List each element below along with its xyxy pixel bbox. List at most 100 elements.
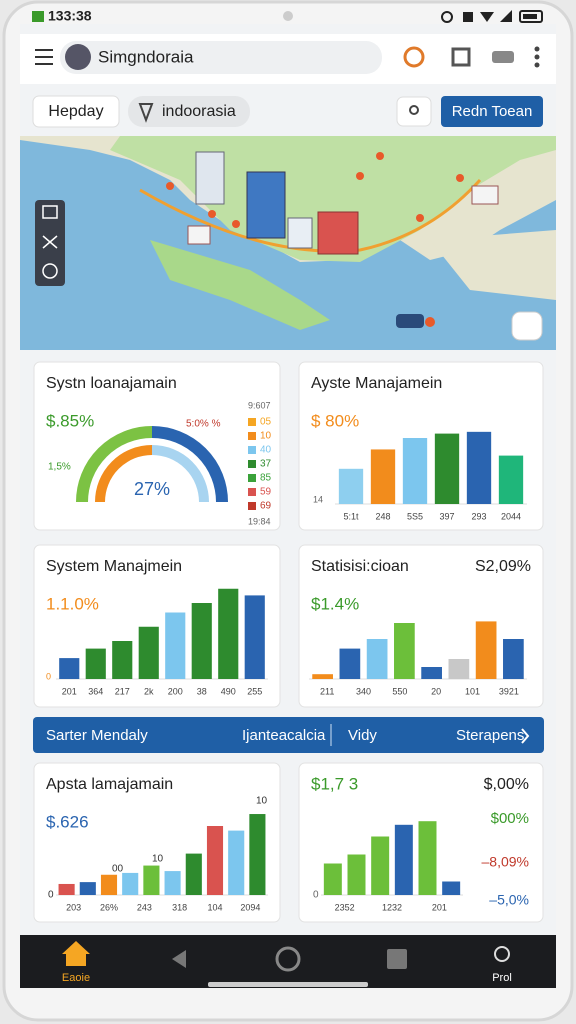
gauge-value: 27%	[134, 479, 170, 499]
banner-item[interactable]: Sarter Mendaly	[46, 727, 148, 744]
legend-swatch	[248, 488, 256, 496]
x-label: 20	[431, 686, 441, 696]
banner[interactable]	[33, 717, 544, 753]
back-button[interactable]	[172, 950, 186, 968]
x-label: 200	[168, 686, 183, 696]
banner-item[interactable]: Ijanteacalcia	[242, 727, 326, 744]
search-box[interactable]	[60, 41, 382, 74]
tab[interactable]	[32, 95, 120, 128]
legend-swatch	[248, 502, 256, 510]
x-label: 243	[137, 902, 152, 912]
legend-swatch	[248, 474, 256, 482]
x-label: 364	[88, 686, 103, 696]
card-note: 14	[313, 494, 323, 504]
x-label: 201	[432, 902, 447, 912]
bar	[165, 612, 186, 679]
card-title: Apsta lamajamain	[46, 776, 173, 793]
primary-button[interactable]	[441, 96, 543, 127]
card-note: 10	[152, 854, 164, 865]
overflow-menu[interactable]	[534, 46, 540, 68]
card-headline: $ 80%	[311, 411, 359, 430]
bar	[312, 674, 333, 679]
card-note: 1,5%	[48, 462, 71, 473]
gauge-arc	[151, 445, 209, 503]
card-title: Statisisi:cioan	[311, 558, 409, 575]
x-label: 248	[375, 511, 390, 521]
x-label: 3921	[499, 686, 519, 696]
bar	[498, 455, 524, 504]
bar	[442, 881, 461, 895]
bar	[366, 639, 388, 679]
status-time: 133:38	[48, 8, 92, 24]
bar	[185, 853, 202, 895]
bar	[138, 626, 159, 679]
card-note: 9:607	[248, 400, 271, 410]
bar	[122, 872, 139, 895]
x-label: 2094	[240, 902, 260, 912]
x-label: 2352	[335, 902, 355, 912]
home-button[interactable]	[275, 946, 301, 972]
bar	[143, 865, 160, 895]
gauge-arc	[76, 426, 153, 503]
chip-label: indoorasia	[162, 103, 236, 120]
recents-button[interactable]	[387, 949, 407, 969]
bar	[79, 882, 96, 895]
legend-label: 59	[260, 487, 272, 498]
bar	[206, 826, 224, 895]
bar	[191, 603, 212, 679]
profile-icon[interactable]	[494, 946, 510, 962]
x-label: 397	[439, 511, 454, 521]
card-note: 10	[256, 796, 268, 807]
primary-button-label: Redn Toean	[452, 103, 533, 120]
x-label: 2044	[501, 511, 521, 521]
banner-item[interactable]: Sterapens	[456, 727, 524, 744]
bar	[164, 871, 181, 895]
card-headline: $1.4%	[311, 594, 359, 613]
legend-label: 05	[260, 417, 272, 428]
card-title: System Manajmein	[46, 558, 182, 575]
bar	[100, 874, 118, 895]
card-note: 0	[313, 890, 319, 901]
gesture-bar	[208, 982, 368, 987]
card-headline: $.626	[46, 812, 89, 831]
bar	[421, 667, 442, 679]
banner-item[interactable]: Vidy	[348, 727, 377, 744]
location-chip[interactable]	[128, 96, 250, 127]
chip-icon	[138, 103, 154, 123]
menu-button[interactable]	[35, 49, 53, 65]
card-note: 19:84	[248, 516, 271, 526]
x-label: 201	[62, 686, 77, 696]
card-headline: 1.1.0%	[46, 594, 99, 613]
map[interactable]	[20, 136, 556, 350]
legend-label: 40	[260, 445, 272, 456]
icon-button[interactable]	[403, 46, 425, 68]
location-button[interactable]	[396, 96, 432, 127]
x-label: 211	[320, 686, 334, 696]
x-label: 340	[356, 686, 371, 696]
x-label: 101	[465, 686, 480, 696]
nav-label[interactable]: Eaoie	[62, 972, 90, 984]
legend-swatch	[248, 460, 256, 468]
camera	[283, 11, 293, 21]
pin-icon	[409, 105, 419, 115]
bar	[244, 595, 265, 679]
bar	[394, 623, 415, 679]
icon-button[interactable]	[492, 51, 514, 63]
status-icons	[441, 10, 543, 23]
bar	[228, 830, 245, 895]
card-note: 0	[46, 671, 51, 681]
x-label: 255	[247, 686, 262, 696]
home-icon[interactable]	[62, 941, 90, 966]
legend-label: 10	[260, 431, 272, 442]
nav-label[interactable]: Prol	[492, 972, 512, 984]
bar	[503, 639, 524, 679]
card-note: –8,09%	[482, 854, 529, 870]
card-note: $1,7 3	[311, 774, 358, 793]
icon-button[interactable]	[451, 47, 471, 67]
avatar[interactable]	[65, 44, 91, 70]
legend-swatch	[248, 418, 256, 426]
bar	[434, 433, 460, 504]
card-note: $,00%	[484, 776, 529, 793]
